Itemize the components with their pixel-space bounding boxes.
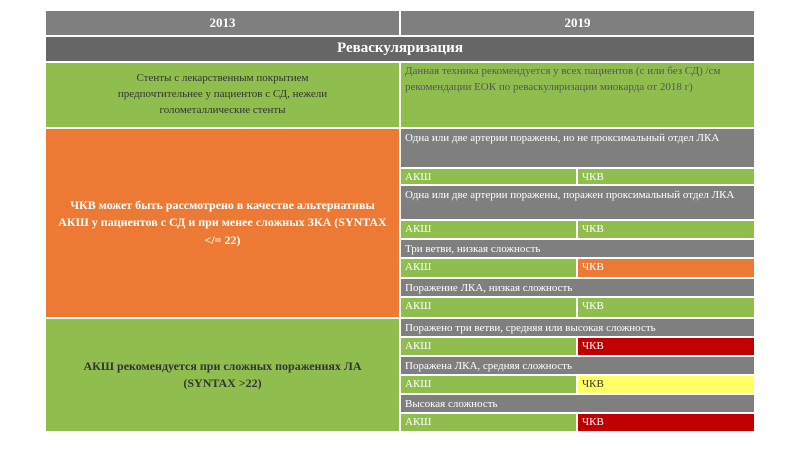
cabg-cell: АКШ xyxy=(400,337,577,356)
pci-cell: ЧКВ xyxy=(577,413,755,432)
condition: Поражение ЛКА, низкая сложность xyxy=(400,278,755,297)
condition: Высокая сложность xyxy=(400,394,755,413)
cabg-cell: АКШ xyxy=(400,413,577,432)
condition: Поражено три ветви, средняя или высокая … xyxy=(400,318,755,337)
col-header: 2013 xyxy=(45,10,400,36)
pci-cell: ЧКВ xyxy=(577,297,755,318)
pci-cell: ЧКВ xyxy=(577,258,755,278)
pci-cell: ЧКВ xyxy=(577,337,755,356)
left-cell: Стенты с лекарственным покрытием предпоч… xyxy=(45,62,400,128)
left-cell: АКШ рекомендуется при сложных поражениях… xyxy=(45,318,400,432)
condition: Три ветви, низкая сложность xyxy=(400,239,755,258)
cabg-cell: АКШ xyxy=(400,220,577,239)
left-cell: ЧКВ может быть рассмотрено в качестве ал… xyxy=(45,128,400,318)
cabg-cell: АКШ xyxy=(400,258,577,278)
pci-cell: ЧКВ xyxy=(577,168,755,185)
condition: Поражена ЛКА, средняя сложность xyxy=(400,356,755,375)
cabg-cell: АКШ xyxy=(400,297,577,318)
pci-cell: ЧКВ xyxy=(577,220,755,239)
right-cell: Данная техника рекомендуется у всех паци… xyxy=(400,62,755,128)
pci-cell: ЧКВ xyxy=(577,375,755,394)
cabg-cell: АКШ xyxy=(400,375,577,394)
condition: Одна или две артерии поражены, поражен п… xyxy=(400,185,755,220)
col-header: 2019 xyxy=(400,10,755,36)
table-title: Реваскуляризация xyxy=(45,36,755,62)
cabg-cell: АКШ xyxy=(400,168,577,185)
condition: Одна или две артерии поражены, но не про… xyxy=(400,128,755,168)
